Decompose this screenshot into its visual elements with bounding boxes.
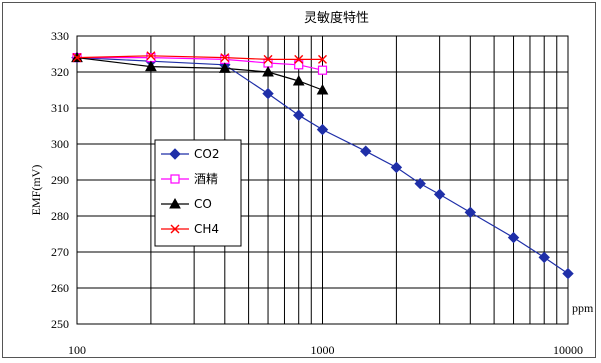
legend-box [154, 139, 242, 247]
chart-title: 灵敏度特性 [304, 10, 369, 26]
y-tick-label: 270 [51, 245, 69, 259]
legend-label-ch4: CH4 [194, 222, 219, 236]
legend-marker-alcohol [170, 174, 180, 184]
legend-marker-co2 [169, 148, 181, 160]
legend: CO2 酒精 CO CH4 [154, 139, 242, 247]
x-tick-label: 100 [68, 343, 86, 357]
data-point-co2 [433, 188, 446, 201]
y-tick-label: 290 [51, 173, 69, 187]
data-point-co [145, 60, 157, 72]
data-point-alcohol [220, 54, 230, 65]
data-point-ch4 [72, 53, 82, 63]
data-point-ch4 [318, 54, 327, 64]
data-point-co [292, 74, 305, 86]
legend-marker-co [169, 197, 181, 209]
data-point-co2 [316, 123, 329, 136]
data-point-co [316, 83, 329, 95]
y-tick-label: 300 [51, 137, 69, 151]
axis-layer: 250 260 270 280 290 300 310 320 330 100 1000 10000 [51, 29, 583, 357]
data-point-co2 [360, 145, 372, 157]
y-tick-label: 320 [51, 65, 69, 79]
x-tick-label: 10000 [553, 343, 583, 357]
series-layer [71, 51, 574, 280]
data-point-co2 [414, 177, 426, 190]
data-point-co2 [262, 87, 274, 100]
data-point-alcohol [294, 60, 304, 70]
data-point-co2 [390, 161, 403, 174]
data-point-co2 [538, 251, 550, 264]
legend-label-co2: CO2 [194, 147, 219, 161]
data-point-ch4 [263, 54, 273, 64]
y-tick-label: 250 [51, 317, 69, 331]
data-point-co2 [293, 109, 305, 121]
legend-label-co: CO [194, 197, 212, 211]
data-point-co [218, 62, 231, 73]
y-axis-label: EMF(mV) [29, 165, 43, 216]
data-point-co [262, 65, 274, 77]
data-point-ch4 [146, 51, 156, 61]
grid-layer [76, 35, 569, 325]
x-tick-label: 1000 [311, 343, 335, 357]
series-line-ch4 [76, 55, 323, 61]
data-point-co2 [464, 206, 477, 219]
data-point-ch4 [294, 54, 304, 64]
plot-border [76, 35, 569, 325]
legend-marker-ch4 [170, 224, 180, 234]
data-point-alcohol [146, 52, 156, 63]
data-point-alcohol [317, 65, 328, 75]
legend-label-alcohol: 酒精 [194, 172, 218, 186]
data-point-co2 [507, 231, 520, 244]
y-tick-label: 310 [51, 101, 69, 115]
y-tick-label: 280 [51, 209, 69, 223]
data-point-co2 [562, 267, 574, 280]
x-axis-label: ppm [572, 301, 594, 315]
y-tick-label: 330 [51, 29, 69, 43]
data-point-ch4 [220, 53, 230, 63]
y-tick-label: 260 [51, 281, 69, 295]
